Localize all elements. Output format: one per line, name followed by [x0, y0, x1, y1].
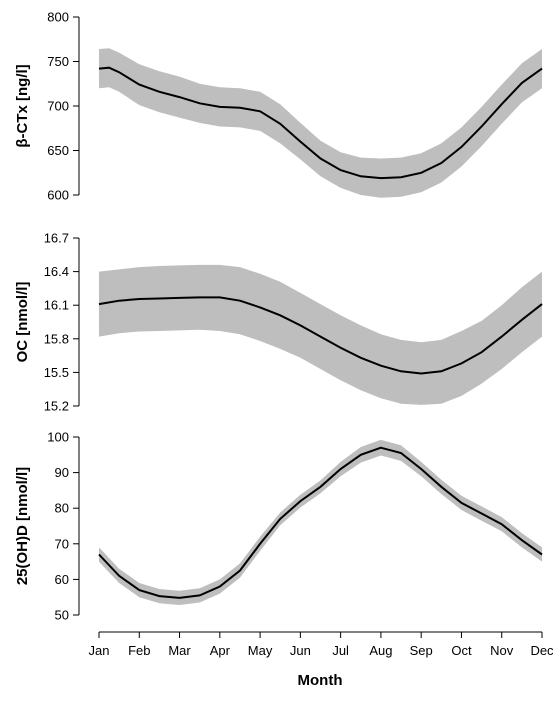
y-tick-label: 800 — [47, 10, 69, 25]
y-tick-label: 15.2 — [44, 399, 69, 414]
y-tick-label: 15.5 — [44, 365, 69, 380]
y-tick-label: 16.1 — [44, 298, 69, 313]
x-tick-label: Nov — [490, 643, 514, 658]
y-tick-label: 70 — [55, 536, 69, 551]
x-tick-label: Mar — [168, 643, 191, 658]
y-axis: 600 650 700 750 800 — [47, 10, 80, 203]
y-tick-label: 750 — [47, 54, 69, 69]
y-tick-label: 60 — [55, 572, 69, 587]
panel-1: 600 650 700 750 800 β-CTx [ng/l] — [14, 10, 543, 203]
y-tick-label: 100 — [47, 430, 69, 445]
y-tick-label: 16.4 — [44, 264, 69, 279]
x-tick-label: Jul — [332, 643, 349, 658]
y-tick-label: 50 — [55, 608, 69, 623]
y-tick-label: 700 — [47, 99, 69, 114]
y-tick-label: 15.8 — [44, 331, 69, 346]
x-tick-label: Aug — [369, 643, 392, 658]
x-tick-label: Oct — [451, 643, 472, 658]
fitted-curve — [98, 66, 543, 180]
x-tick-label: Apr — [210, 643, 231, 658]
x-tick-label: Sep — [410, 643, 433, 658]
y-tick-label: 90 — [55, 465, 69, 480]
x-tick-label: Jan — [89, 643, 110, 658]
y-axis-title: OC [nmol/l] — [14, 282, 31, 363]
fitted-curve — [98, 446, 543, 599]
x-axis: Jan Feb Mar Apr May Jun Jul Aug Sep Oct Nov Dec — [89, 631, 554, 658]
confidence-band — [99, 439, 542, 605]
fitted-curve — [98, 296, 543, 375]
x-axis-title: Month — [298, 672, 343, 689]
panel-3: 50 60 70 80 90 100 25(OH)D [nmol/l] — [14, 430, 543, 623]
y-tick-label: 80 — [55, 501, 69, 516]
y-tick-label: 650 — [47, 143, 69, 158]
confidence-band — [99, 48, 542, 198]
y-axis: 15.2 15.5 15.8 16.1 16.4 16.7 — [44, 231, 80, 414]
x-tick-label: Dec — [530, 643, 554, 658]
x-tick-label: May — [248, 643, 273, 658]
y-axis: 50 60 70 80 90 100 — [47, 430, 80, 623]
confidence-band — [99, 264, 542, 405]
x-tick-label: Feb — [128, 643, 150, 658]
y-tick-label: 600 — [47, 188, 69, 203]
x-tick-label: Jun — [290, 643, 311, 658]
panel-2: 15.2 15.5 15.8 16.1 16.4 16.7 OC [nmol/l] — [14, 231, 543, 414]
y-tick-label: 16.7 — [44, 231, 69, 246]
y-axis-title: β-CTx [ng/l] — [14, 64, 31, 147]
y-axis-title: 25(OH)D [nmol/l] — [14, 467, 31, 585]
